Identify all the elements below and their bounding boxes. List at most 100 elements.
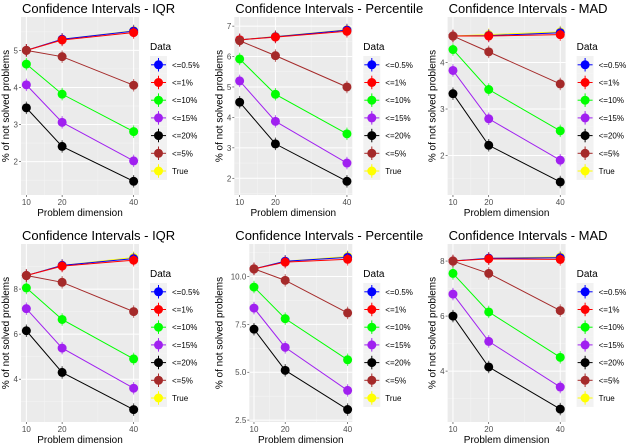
data-point <box>249 264 259 274</box>
legend-label: <=0.5% <box>172 288 200 297</box>
legend-key-point <box>154 358 163 368</box>
data-point <box>249 324 259 334</box>
data-point <box>57 343 67 353</box>
y-tick-label: 5.0 <box>235 368 247 377</box>
series-5 <box>448 29 565 91</box>
data-point <box>555 30 565 40</box>
data-point <box>57 314 67 324</box>
x-tick-label: 10 <box>449 425 458 434</box>
data-point <box>343 385 353 395</box>
x-tick-label: 10 <box>22 198 31 207</box>
series-15 <box>448 64 565 167</box>
data-point <box>448 45 458 55</box>
data-point <box>484 254 494 264</box>
data-point <box>342 158 352 168</box>
legend: Data<=0.5% <=1% <=10% <=15% <=20% <=5% True <box>150 42 200 180</box>
legend-key-point <box>154 95 163 105</box>
series-20 <box>448 309 565 416</box>
legend-label: <=5% <box>599 376 620 385</box>
x-tick-label: 20 <box>484 198 493 207</box>
data-point <box>448 268 458 278</box>
chart-panel: Confidence Intervals - Percentile 2.5 5.0 7… <box>214 228 423 446</box>
legend: Data<=0.5% <=1% <=10% <=15% <=20% <=5% True <box>363 42 413 180</box>
data-point <box>249 303 259 313</box>
legend-label: True <box>385 167 402 176</box>
y-tick-label: 3 <box>14 121 19 130</box>
data-point <box>555 352 565 362</box>
data-point <box>129 80 139 90</box>
legend-label: <=15% <box>599 341 624 350</box>
legend: Data<=0.5% <=1% <=10% <=15% <=20% <=5% True <box>576 42 626 180</box>
x-axis-label: Problem dimension <box>250 208 336 219</box>
series-15 <box>249 301 353 397</box>
x-tick-label: 10 <box>449 198 458 207</box>
data-point <box>555 177 565 187</box>
legend-key-point <box>580 305 590 314</box>
legend-label: <=1% <box>385 306 406 315</box>
data-point <box>57 117 67 127</box>
x-tick-label: 40 <box>129 198 138 207</box>
data-point <box>343 355 353 365</box>
y-tick-label: 7.5 <box>235 320 247 329</box>
data-point <box>235 54 245 64</box>
legend-label: <=5% <box>599 149 620 158</box>
legend-label: <=1% <box>172 79 193 88</box>
data-point <box>270 32 280 42</box>
chart-title: Confidence Intervals - MAD <box>449 228 608 243</box>
series-10 <box>448 267 565 364</box>
legend-key-point <box>580 166 590 176</box>
data-point <box>235 36 245 46</box>
data-point <box>484 268 494 278</box>
chart-panel: Confidence Intervals - MAD 2 3 4 10 20 40 Probl… <box>428 1 627 219</box>
y-tick-label: 2 <box>227 174 232 183</box>
legend-key-point <box>154 393 163 403</box>
x-tick-label: 40 <box>556 425 565 434</box>
x-tick-label: 40 <box>343 425 352 434</box>
chart-panel: Confidence Intervals - Percentile 2 3 4 5 6 7 1… <box>214 1 423 219</box>
legend-label: <=0.5% <box>385 288 413 297</box>
data-point <box>129 405 139 415</box>
legend-label: <=20% <box>599 359 624 368</box>
x-tick-label: 10 <box>250 425 259 434</box>
data-point <box>270 139 280 149</box>
data-point <box>555 155 565 165</box>
y-tick-label: 2 <box>14 158 19 167</box>
series-5 <box>235 34 352 94</box>
legend-key-point <box>367 60 377 70</box>
legend-label: <=10% <box>172 323 197 332</box>
data-point <box>280 342 290 352</box>
legend-key-point <box>580 148 590 158</box>
chart-title: Confidence Intervals - Percentile <box>235 1 423 16</box>
legend-label: <=15% <box>599 114 624 123</box>
legend-label: <=1% <box>385 79 406 88</box>
data-point <box>21 271 31 281</box>
x-tick-label: 10 <box>22 425 31 434</box>
legend-key-point <box>154 375 163 385</box>
y-tick-label: 5 <box>227 83 232 92</box>
y-tick-label: 7 <box>227 22 232 31</box>
series-20 <box>21 101 139 188</box>
data-point <box>235 76 245 86</box>
series-10 <box>448 43 565 138</box>
legend-label: <=0.5% <box>385 61 413 70</box>
series-10 <box>249 280 353 367</box>
series-5 <box>448 254 565 317</box>
legend-label: <=1% <box>599 79 620 88</box>
legend-key-point <box>367 78 377 87</box>
data-point <box>343 308 353 318</box>
series-15 <box>21 78 139 168</box>
data-point <box>57 261 67 271</box>
x-axis-label: Problem dimension <box>258 435 344 446</box>
legend-label: <=0.5% <box>599 288 627 297</box>
y-axis-label: % of not solved problems <box>1 50 12 162</box>
series-20 <box>249 322 353 416</box>
y-tick-label: 10.0 <box>231 273 247 282</box>
data-point <box>448 31 458 41</box>
y-axis-label: % of not solved problems <box>1 277 12 389</box>
legend-key-point <box>580 322 590 332</box>
data-point <box>21 326 31 336</box>
data-point <box>448 311 458 321</box>
data-point <box>448 256 458 266</box>
data-point <box>235 97 245 107</box>
legend-key-point <box>154 131 163 141</box>
